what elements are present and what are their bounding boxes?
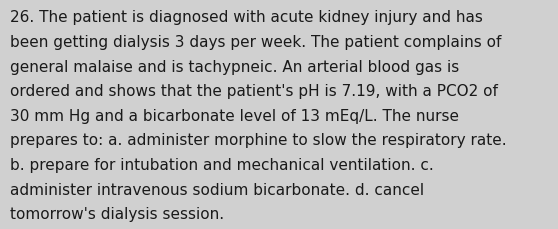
Text: prepares to: a. administer morphine to slow the respiratory rate.: prepares to: a. administer morphine to s… xyxy=(10,133,507,148)
Text: ordered and shows that the patient's pH is 7.19, with a PCO2 of: ordered and shows that the patient's pH … xyxy=(10,84,498,99)
Text: administer intravenous sodium bicarbonate. d. cancel: administer intravenous sodium bicarbonat… xyxy=(10,182,424,197)
Text: tomorrow's dialysis session.: tomorrow's dialysis session. xyxy=(10,206,224,221)
Text: b. prepare for intubation and mechanical ventilation. c.: b. prepare for intubation and mechanical… xyxy=(10,157,434,172)
Text: 30 mm Hg and a bicarbonate level of 13 mEq/L. The nurse: 30 mm Hg and a bicarbonate level of 13 m… xyxy=(10,108,459,123)
Text: 26. The patient is diagnosed with acute kidney injury and has: 26. The patient is diagnosed with acute … xyxy=(10,10,483,25)
Text: general malaise and is tachypneic. An arterial blood gas is: general malaise and is tachypneic. An ar… xyxy=(10,59,459,74)
Text: been getting dialysis 3 days per week. The patient complains of: been getting dialysis 3 days per week. T… xyxy=(10,35,502,50)
